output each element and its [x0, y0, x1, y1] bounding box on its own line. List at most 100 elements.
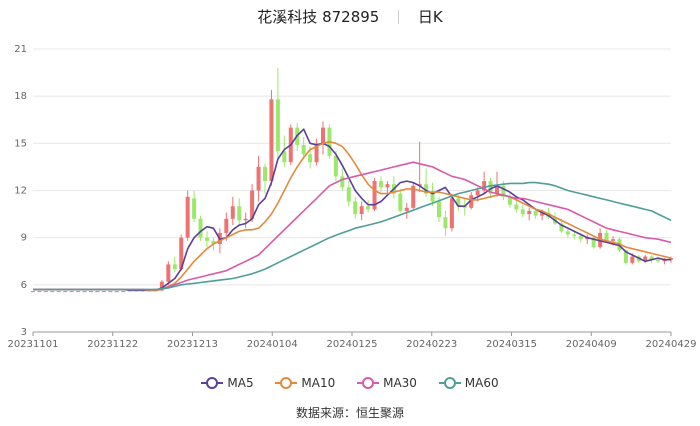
- candle-body: [578, 236, 583, 240]
- legend-swatch-ma10: [275, 377, 298, 389]
- y-tick-label: 12: [14, 186, 27, 197]
- candle-body: [630, 256, 635, 263]
- series-line-ma60: [33, 181, 672, 291]
- candle-body: [443, 217, 448, 229]
- candle-body: [108, 291, 113, 293]
- legend-label-ma10: MA10: [301, 376, 336, 390]
- candle-body: [379, 181, 383, 188]
- candle-body: [301, 144, 306, 155]
- candle-body: [565, 231, 570, 235]
- stock-code: 872895: [322, 8, 380, 26]
- candle-body: [172, 264, 177, 270]
- candle-body: [669, 258, 673, 260]
- candle-body: [611, 239, 615, 241]
- candle-body: [198, 218, 203, 238]
- candle-body: [314, 143, 319, 163]
- candle-body: [469, 195, 474, 208]
- candle-body: [533, 210, 538, 216]
- candle-body: [514, 204, 519, 210]
- candle-body: [623, 250, 628, 263]
- x-tick-label: 20240429: [646, 339, 697, 350]
- candle-body: [185, 196, 190, 238]
- candle-body: [437, 201, 441, 218]
- x-tick-label: 20240315: [486, 339, 537, 350]
- candle-body: [275, 99, 280, 152]
- y-tick-label: 6: [21, 280, 27, 291]
- candle-body: [211, 240, 216, 244]
- candle-body: [333, 155, 338, 177]
- candle-body: [114, 291, 119, 293]
- period-label: 日K: [417, 8, 443, 26]
- candle-body: [604, 232, 609, 241]
- candle-body: [243, 218, 248, 221]
- candle-body: [346, 187, 351, 202]
- legend-item-ma5[interactable]: MA5: [201, 376, 254, 390]
- candle-body: [398, 193, 403, 211]
- x-tick-label: 20240125: [327, 339, 378, 350]
- candle-body: [50, 291, 55, 293]
- candle-body: [321, 127, 325, 144]
- candle-body: [449, 198, 454, 229]
- legend-item-ma60[interactable]: MA60: [438, 376, 499, 390]
- legend: MA5 MA10 MA30 MA60: [0, 376, 700, 392]
- candle-body: [340, 176, 345, 188]
- candle-body: [430, 193, 435, 202]
- candle-body: [82, 291, 87, 293]
- y-tick-label: 21: [14, 44, 27, 55]
- legend-label-ma60: MA60: [464, 376, 499, 390]
- candle-body: [95, 291, 100, 293]
- candle-body: [237, 206, 242, 221]
- candle-body: [69, 291, 74, 293]
- candle-body: [269, 99, 274, 182]
- candle-body: [527, 210, 532, 215]
- candle-body: [559, 223, 564, 232]
- candle-body: [121, 291, 126, 293]
- candle-body: [424, 184, 429, 194]
- candle-body: [411, 185, 416, 208]
- candle-body: [63, 291, 68, 293]
- candle-body: [89, 291, 93, 293]
- candle-body: [256, 166, 261, 191]
- legend-item-ma30[interactable]: MA30: [357, 376, 417, 390]
- y-tick-label: 15: [14, 138, 27, 149]
- series-line-ma30: [33, 161, 672, 291]
- candle-body: [385, 184, 390, 188]
- candle-body: [250, 190, 255, 219]
- candle-body: [76, 291, 81, 293]
- x-tick-label: 20240104: [247, 339, 298, 350]
- legend-item-ma10[interactable]: MA10: [275, 376, 335, 390]
- legend-swatch-ma5: [201, 377, 224, 389]
- series-line-ma10: [33, 141, 672, 292]
- candle-body: [482, 181, 487, 191]
- candle-body: [366, 206, 371, 210]
- candle-body: [353, 201, 358, 215]
- candle-body: [540, 212, 545, 216]
- x-tick-label: 20240409: [566, 339, 617, 350]
- y-tick-label: 9: [21, 233, 27, 244]
- candle-body: [507, 196, 512, 205]
- candle-body: [656, 259, 661, 262]
- candle-body: [520, 209, 525, 215]
- candle-body: [159, 281, 164, 291]
- chart-title: 花溪科技 872895 日K: [0, 6, 700, 27]
- series-line-ma5: [33, 128, 671, 292]
- candle-body: [591, 237, 596, 248]
- candle-body: [308, 154, 313, 163]
- title-separator: [398, 10, 400, 24]
- candle-body: [462, 206, 467, 208]
- candle-body: [456, 198, 461, 207]
- legend-label-ma5: MA5: [227, 376, 254, 390]
- legend-label-ma30: MA30: [383, 376, 417, 390]
- candle-body: [56, 291, 61, 293]
- candle-body: [495, 185, 499, 194]
- x-tick-label: 20231101: [8, 339, 59, 350]
- y-tick-label: 3: [21, 327, 27, 338]
- x-tick-label: 20231213: [167, 339, 218, 350]
- data-source: 数据来源：恒生聚源: [295, 406, 404, 420]
- x-tick-label: 20240223: [406, 339, 457, 350]
- candle-body: [372, 181, 377, 210]
- candle-body: [475, 190, 480, 196]
- candle-body: [282, 151, 287, 163]
- candle-body: [230, 206, 235, 219]
